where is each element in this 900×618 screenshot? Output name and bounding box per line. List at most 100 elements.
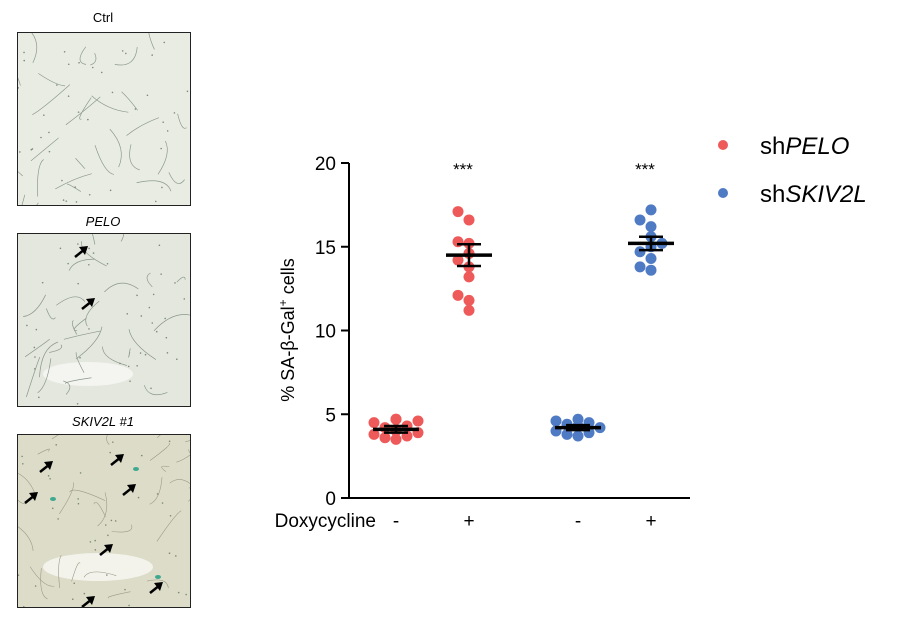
cell-dot <box>165 336 168 339</box>
cell-fiber <box>75 326 103 360</box>
cell-dot <box>33 346 36 349</box>
cell-fiber <box>71 562 81 582</box>
data-point <box>452 289 464 301</box>
cell-dot <box>114 520 117 522</box>
cell-fiber <box>18 526 34 551</box>
cell-fiber <box>157 140 168 175</box>
cell-dot <box>104 524 107 526</box>
cell-fiber <box>40 568 48 600</box>
cell-fiber <box>39 341 59 378</box>
cell-dot <box>67 63 70 66</box>
cell-dot <box>38 396 40 399</box>
legend-label-shskiv2l: shSKIV2L <box>760 181 867 208</box>
data-point <box>379 432 391 444</box>
cell-dot <box>136 294 138 297</box>
cell-dot <box>67 262 69 265</box>
data-point <box>572 413 584 425</box>
data-point <box>390 433 402 445</box>
cell-dot <box>139 352 142 354</box>
cell-dot <box>49 477 51 480</box>
cell-dot <box>22 462 24 465</box>
cell-dot <box>106 262 109 265</box>
cell-dot <box>73 582 76 585</box>
cell-fiber <box>59 482 74 515</box>
cell-dot <box>18 574 20 576</box>
cell-dot <box>155 330 158 333</box>
doxycycline-label: + <box>645 511 656 532</box>
cell-dot <box>51 507 54 510</box>
arrow-icon <box>99 544 113 556</box>
cell-dot <box>112 441 114 443</box>
significance-marker: *** <box>635 160 655 179</box>
legend-label-shpelo: shPELO <box>760 133 849 160</box>
cell-dot <box>92 252 95 254</box>
cell-dot <box>128 604 130 607</box>
cell-fiber <box>75 352 85 373</box>
cell-fiber <box>156 510 182 542</box>
cell-dot <box>137 496 140 499</box>
cell-fiber <box>58 554 62 589</box>
cell-fiber <box>129 144 140 171</box>
cell-dot <box>43 114 45 116</box>
cell-dot <box>94 549 97 551</box>
chart-axes: 0 5 10 15 20 - + *** - + *** <box>315 154 690 532</box>
cell-fiber <box>94 145 115 175</box>
legend: shPELO shSKIV2L <box>718 133 867 208</box>
cell-dot <box>124 588 126 591</box>
y-axis-label: % SA-β-Gal+ cells <box>276 258 298 401</box>
cell-dot <box>47 475 50 477</box>
cell-dot <box>144 353 147 356</box>
micrograph-ctrl <box>17 32 191 206</box>
cell-dot <box>22 606 25 607</box>
cell-dot <box>160 147 162 150</box>
cell-dot <box>21 455 23 458</box>
y-tick-label: 15 <box>315 238 336 259</box>
cell-fiber <box>168 172 185 184</box>
cell-dot <box>125 52 127 55</box>
cell-fiber <box>136 180 172 192</box>
cell-dot <box>23 51 25 54</box>
cell-fiber <box>31 33 38 64</box>
cell-dot <box>183 298 186 300</box>
cell-fiber <box>55 173 92 190</box>
cell-fiber <box>18 473 36 494</box>
y-tick-label: 20 <box>315 154 336 175</box>
cell-fiber <box>121 91 138 111</box>
cell-fiber <box>29 566 55 587</box>
cell-fiber <box>176 454 190 463</box>
cell-dot <box>77 243 79 245</box>
cell-fiber <box>38 73 66 87</box>
data-point <box>645 264 657 276</box>
cell-fiber <box>106 435 110 445</box>
cell-fiber <box>71 320 78 335</box>
data-point <box>463 271 475 283</box>
cell-dot <box>109 189 112 192</box>
panel-label-ctrl: Ctrl <box>92 10 114 25</box>
cell-dot <box>18 87 20 89</box>
cell-dot <box>100 71 103 74</box>
cell-dot <box>107 534 109 537</box>
data-point <box>368 417 380 429</box>
data-point <box>561 428 573 440</box>
cell-dot <box>79 356 81 359</box>
cell-dot <box>168 440 171 443</box>
cell-fiber <box>23 294 46 317</box>
cell-dot <box>77 498 79 500</box>
cell-fiber <box>111 524 133 533</box>
data-point <box>634 261 646 273</box>
cell-fiber <box>114 47 138 66</box>
cell-dot <box>146 94 149 97</box>
cell-fiber <box>18 77 21 86</box>
doxycycline-label: - <box>393 511 399 532</box>
cell-fiber <box>93 501 106 518</box>
cell-dot <box>65 200 68 202</box>
cell-dot <box>48 131 50 134</box>
cell-fiber <box>26 357 41 398</box>
arrow-icon <box>110 454 124 466</box>
data-point <box>645 252 657 264</box>
x-row-label-doxycycline: Doxycycline <box>275 511 376 532</box>
cell-dot <box>151 322 154 324</box>
arrow-icon <box>122 484 136 496</box>
data-point <box>463 214 475 226</box>
cell-fiber <box>177 113 187 129</box>
